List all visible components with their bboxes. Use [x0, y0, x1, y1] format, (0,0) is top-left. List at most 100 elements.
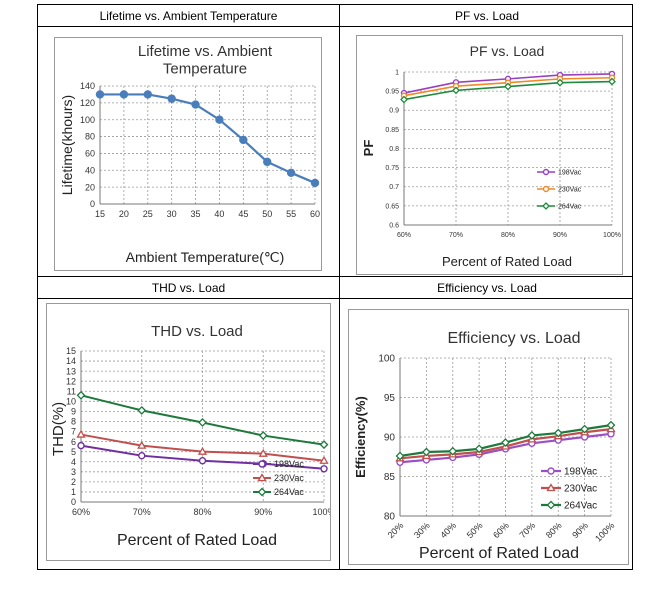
header-efficiency: Efficiency vs. Load: [437, 281, 537, 295]
pf-xtick-label: 90%: [553, 232, 567, 239]
thd-ylabel: THD(%): [50, 402, 67, 456]
efficiency-xtick-label: 40%: [438, 520, 458, 540]
thd-xtick-label: 60%: [72, 507, 90, 517]
efficiency-ytick-label: 100: [378, 354, 395, 365]
efficiency-chart: 80 85 90 95 100 20% 30% 40% 50% 60% 70% 80% 90% 100% E…: [353, 330, 616, 562]
thd-series-230vac-point: [197, 446, 208, 455]
lifetime-series-point: [191, 100, 200, 109]
pf-legend-swatch-marker: [542, 185, 550, 193]
table-divider-vertical: [339, 5, 340, 569]
thd-legend-swatch-marker: [257, 473, 267, 482]
pf-legend-label: 264Vac: [558, 203, 582, 210]
efficiency-series-264vac-point: [395, 451, 405, 461]
pf-xtick-label: 70%: [449, 232, 463, 239]
lifetime-series-point: [119, 90, 129, 99]
thd-series-198vac-point: [320, 465, 328, 473]
thd-series-264vac-point: [198, 418, 207, 427]
thd-series-230vac-point: [258, 448, 268, 457]
pf-series-264vac-point: [504, 82, 512, 91]
pf-xlabel: Percent of Rated Load: [442, 254, 572, 269]
thd-series-264vac-point: [258, 431, 268, 440]
efficiency-legend-swatch-marker: [546, 500, 556, 510]
thd-ytick-label: 9: [71, 407, 76, 417]
lifetime-xtick-label: 45: [238, 209, 248, 219]
lifetime-ylabel: Lifetime(khours): [59, 95, 75, 195]
efficiency-legend-label: 230Vac: [564, 484, 597, 495]
efficiency-xtick-label: 30%: [412, 520, 432, 540]
lifetime-series-line: [100, 93, 316, 184]
efficiency-legend-swatch-marker: [547, 467, 555, 475]
thd-title: THD vs. Load: [151, 323, 243, 340]
lifetime-series-point: [286, 168, 296, 178]
efficiency-xtick-label: 50%: [465, 520, 485, 540]
lifetime-chart: 0 20 40 60 80 100 120 140 15 20 25 30 35 40 45 50 55 60 Li…: [59, 43, 320, 265]
pf-xtick-label: 80%: [501, 232, 515, 239]
pf-ytick-label: 1: [395, 69, 399, 76]
thd-ytick-label: 4: [71, 457, 76, 467]
lifetime-series-point: [95, 90, 105, 99]
efficiency-chart-panel: 80 85 90 95 100 20% 30% 40% 50% 60% 70% 80% 90% 100% E…: [348, 309, 629, 565]
lifetime-xtick-label: 20: [119, 209, 129, 219]
efficiency-ytick-label: 80: [384, 512, 396, 523]
header-pf: PF vs. Load: [454, 9, 520, 23]
efficiency-series-264vac-point: [553, 428, 563, 438]
lifetime-series-point: [310, 178, 320, 188]
efficiency-series-264vac-point: [606, 420, 616, 430]
chart-grid-table: Lifetime vs. Ambient Temperature PF vs. …: [37, 4, 633, 570]
efficiency-legend-swatch-marker: [546, 483, 556, 492]
thd-ytick-label: 14: [66, 356, 76, 366]
efficiency-legend-label: 264Vac: [564, 501, 597, 512]
lifetime-ytick-label: 40: [85, 165, 95, 175]
efficiency-ytick-label: 90: [384, 433, 396, 444]
table-divider-middle: [38, 276, 632, 277]
efficiency-xtick-label: 100%: [593, 520, 616, 543]
thd-ytick-label: 7: [71, 427, 76, 437]
thd-ytick-label: 15: [66, 346, 76, 356]
thd-xtick-label: 90%: [254, 507, 272, 517]
thd-series-264vac-point: [319, 440, 329, 450]
lifetime-xtick-label: 50: [262, 209, 272, 219]
lifetime-ytick-label: 120: [80, 98, 95, 108]
pf-series-264vac-point: [608, 77, 616, 86]
thd-series-264vac-point: [76, 390, 86, 400]
pf-ytick-label: 0.75: [385, 165, 399, 172]
thd-ytick-label: 5: [71, 447, 76, 457]
lifetime-series-point: [263, 157, 272, 167]
lifetime-ytick-label: 80: [85, 132, 95, 142]
pf-series-264vac-point: [452, 86, 460, 95]
thd-xlabel: Percent of Rated Load: [117, 532, 277, 549]
thd-chart-panel: 012345678910111213141560%70%80%90%100%TH…: [46, 303, 331, 561]
efficiency-ytick-label: 85: [384, 472, 396, 483]
thd-xtick-label: 70%: [133, 507, 151, 517]
efficiency-series-264vac-point: [474, 444, 484, 454]
pf-legend-label: 230Vac: [558, 186, 582, 193]
efficiency-xtick-label: 20%: [386, 520, 406, 540]
pf-ytick-label: 0.7: [389, 184, 399, 191]
thd-ytick-label: 3: [71, 467, 76, 477]
pf-ytick-label: 0.9: [389, 108, 399, 115]
efficiency-xtick-label: 70%: [517, 520, 537, 540]
efficiency-series-264vac-point: [501, 438, 510, 447]
lifetime-xtick-label: 60: [310, 209, 320, 219]
efficiency-series-264vac-point: [527, 431, 537, 440]
lifetime-title: Temperature: [163, 60, 247, 77]
thd-legend-label: 198Vac: [274, 459, 304, 469]
pf-title: PF vs. Load: [470, 43, 545, 59]
table-divider-top: [38, 26, 632, 27]
efficiency-series-264vac-point: [421, 447, 431, 457]
lifetime-xtick-label: 15: [95, 209, 105, 219]
pf-chart-panel: 0.6 0.65 0.7 0.75 0.8 0.85 0.9 0.95 1 60% 70% 80% 90…: [356, 35, 623, 275]
thd-ytick-label: 13: [66, 366, 76, 376]
efficiency-series-264vac-point: [448, 446, 458, 456]
thd-series-198vac-point: [138, 451, 146, 460]
thd-series-230vac-point: [137, 440, 147, 449]
pf-ytick-label: 0.85: [385, 127, 399, 134]
thd-legend-label: 264Vac: [274, 487, 304, 497]
thd-ytick-label: 6: [71, 437, 76, 447]
thd-ytick-label: 8: [71, 417, 76, 427]
table-divider-lower: [38, 298, 632, 299]
thd-series-264vac-point: [137, 405, 147, 415]
efficiency-legend-label: 198Vac: [564, 467, 597, 478]
lifetime-ytick-label: 140: [80, 81, 95, 91]
pf-xtick-label: 100%: [603, 232, 621, 239]
